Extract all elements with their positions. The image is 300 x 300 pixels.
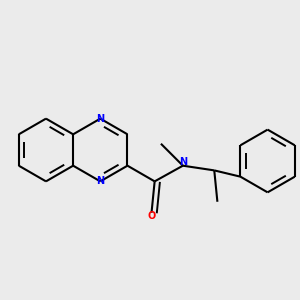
Text: N: N xyxy=(179,157,187,167)
Text: O: O xyxy=(147,211,156,221)
Text: N: N xyxy=(96,176,104,186)
Text: N: N xyxy=(96,114,104,124)
